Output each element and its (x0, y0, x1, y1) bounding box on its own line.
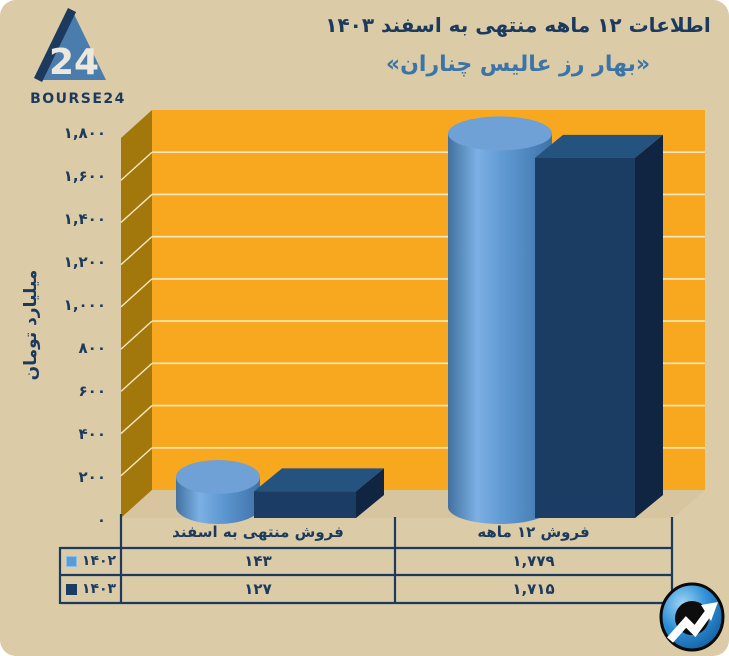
legend-item-1403: ۱۴۰۳ (62, 576, 120, 602)
y-tick-1600: ۱,۶۰۰ (63, 167, 106, 185)
logo-triangle (38, 10, 106, 80)
bar-1403-box (535, 157, 635, 518)
value-1403-esfand: ۱۲۷ (244, 580, 272, 598)
y-tick-200: ۲۰۰ (78, 468, 106, 486)
legend-item-1402: ۱۴۰۲ (62, 549, 120, 574)
bourse24-logo: 24 BOURSE24 (30, 8, 126, 107)
bar-1403-box-side (635, 134, 663, 518)
plot-side-wall (121, 110, 152, 518)
gridline-wall (120, 362, 153, 392)
gridline-wall (120, 320, 153, 350)
gridline-wall (120, 236, 153, 266)
legend-marker-1403 (65, 583, 77, 595)
gridline-wall (120, 151, 153, 181)
logo-brand-text: BOURSE24 (30, 91, 126, 107)
bar-1402-cylinder (448, 133, 552, 507)
y-tick-400: ۴۰۰ (78, 425, 106, 443)
value-1402-esfand: ۱۴۳ (244, 552, 272, 570)
gridline-wall (120, 193, 153, 223)
category-header-12month: فروش ۱۲ ماهه (477, 523, 590, 541)
gridline-wall (120, 278, 153, 308)
badge-arrow-head (701, 602, 718, 621)
bourse24-badge-logo (659, 582, 725, 652)
legend-label-1403: ۱۴۰۳ (81, 581, 117, 597)
page-title: اطلاعات ۱۲ ماهه منتهی به اسفند ۱۴۰۳ (325, 13, 711, 37)
y-tick-1400: ۱,۴۰۰ (63, 210, 106, 228)
badge-arrow-icon (667, 609, 713, 643)
bar-1403-box (254, 491, 356, 518)
y-tick-800: ۸۰۰ (78, 339, 106, 357)
logo-triangle-edge (33, 8, 77, 82)
y-tick-600: ۶۰۰ (78, 382, 106, 400)
gridline-wall (120, 447, 153, 477)
bar-1402-cylinder-top (176, 459, 260, 494)
y-tick-1800: ۱,۸۰۰ (63, 124, 106, 142)
gridline-wall (120, 405, 153, 435)
value-1402-12month: ۱,۷۷۹ (512, 552, 555, 570)
company-name-subtitle: «بهار رز عالیس چناران» (385, 52, 651, 77)
logo-number: 24 (49, 42, 99, 83)
y-tick-1200: ۱,۲۰۰ (63, 253, 106, 271)
value-1403-12month: ۱,۷۱۵ (512, 580, 555, 598)
bars (176, 116, 663, 524)
y-tick-1000: ۱,۰۰۰ (63, 296, 106, 314)
bar-1403-box-top (535, 134, 663, 158)
category-header-esfand: فروش منتهی به اسفند (172, 523, 344, 541)
y-tick-0: ۰ (96, 511, 106, 529)
table-borders (58, 514, 674, 605)
legend-label-1402: ۱۴۰۲ (81, 553, 117, 569)
bar-1403-box-top (254, 468, 384, 492)
legend-marker-1402 (65, 556, 77, 567)
bar-1402-cylinder-top (448, 116, 552, 151)
bar-1403-box-side (356, 468, 384, 518)
